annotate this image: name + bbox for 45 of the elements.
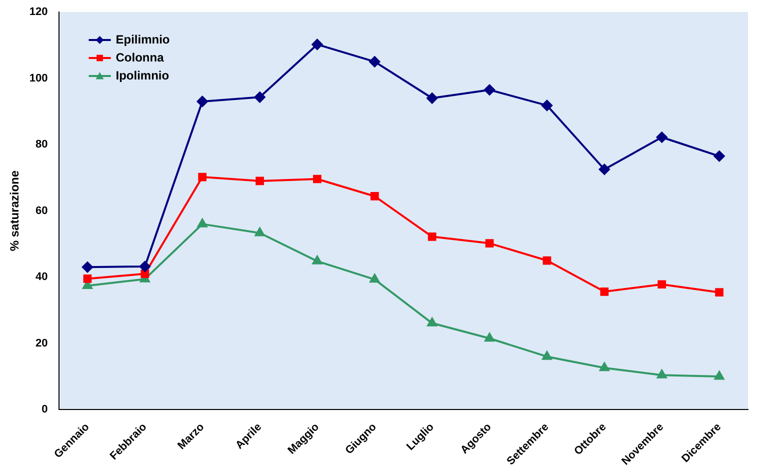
point <box>484 84 496 96</box>
point <box>542 256 552 265</box>
point <box>369 56 380 68</box>
y-tick-label: 120 <box>29 6 48 18</box>
point <box>427 318 437 326</box>
point <box>714 370 724 380</box>
point <box>542 351 552 360</box>
y-tick-label: 60 <box>36 204 48 217</box>
point <box>82 262 93 273</box>
point <box>484 332 494 342</box>
y-tick-label: 100 <box>29 72 48 84</box>
point <box>312 38 323 50</box>
point <box>656 132 668 143</box>
point <box>370 192 379 200</box>
point <box>600 362 610 372</box>
y-tick-label: 20 <box>36 337 48 350</box>
point <box>656 370 667 378</box>
point <box>140 270 150 278</box>
point <box>313 174 322 184</box>
y-tick-label: 80 <box>36 138 48 151</box>
point <box>426 92 438 104</box>
point <box>541 100 552 111</box>
legend-label: Ipolimnio <box>116 68 170 82</box>
point <box>312 256 322 264</box>
point <box>428 232 436 241</box>
point <box>198 172 207 182</box>
point <box>254 92 266 103</box>
point <box>256 176 264 186</box>
y-axis-title: % saturazione <box>8 170 22 252</box>
point <box>598 164 610 175</box>
point <box>139 260 150 272</box>
point <box>600 287 609 296</box>
point <box>196 96 208 107</box>
point <box>197 218 208 228</box>
legend-label: Epilimnio <box>116 32 170 46</box>
point <box>658 280 666 289</box>
point <box>485 239 494 248</box>
y-tick-label: 40 <box>36 271 48 284</box>
point <box>370 274 380 283</box>
point <box>254 228 265 236</box>
legend-label: Colonna <box>116 50 164 64</box>
y-tick-label: 0 <box>42 404 48 416</box>
point <box>83 274 92 283</box>
point <box>714 150 725 162</box>
point <box>715 288 724 297</box>
